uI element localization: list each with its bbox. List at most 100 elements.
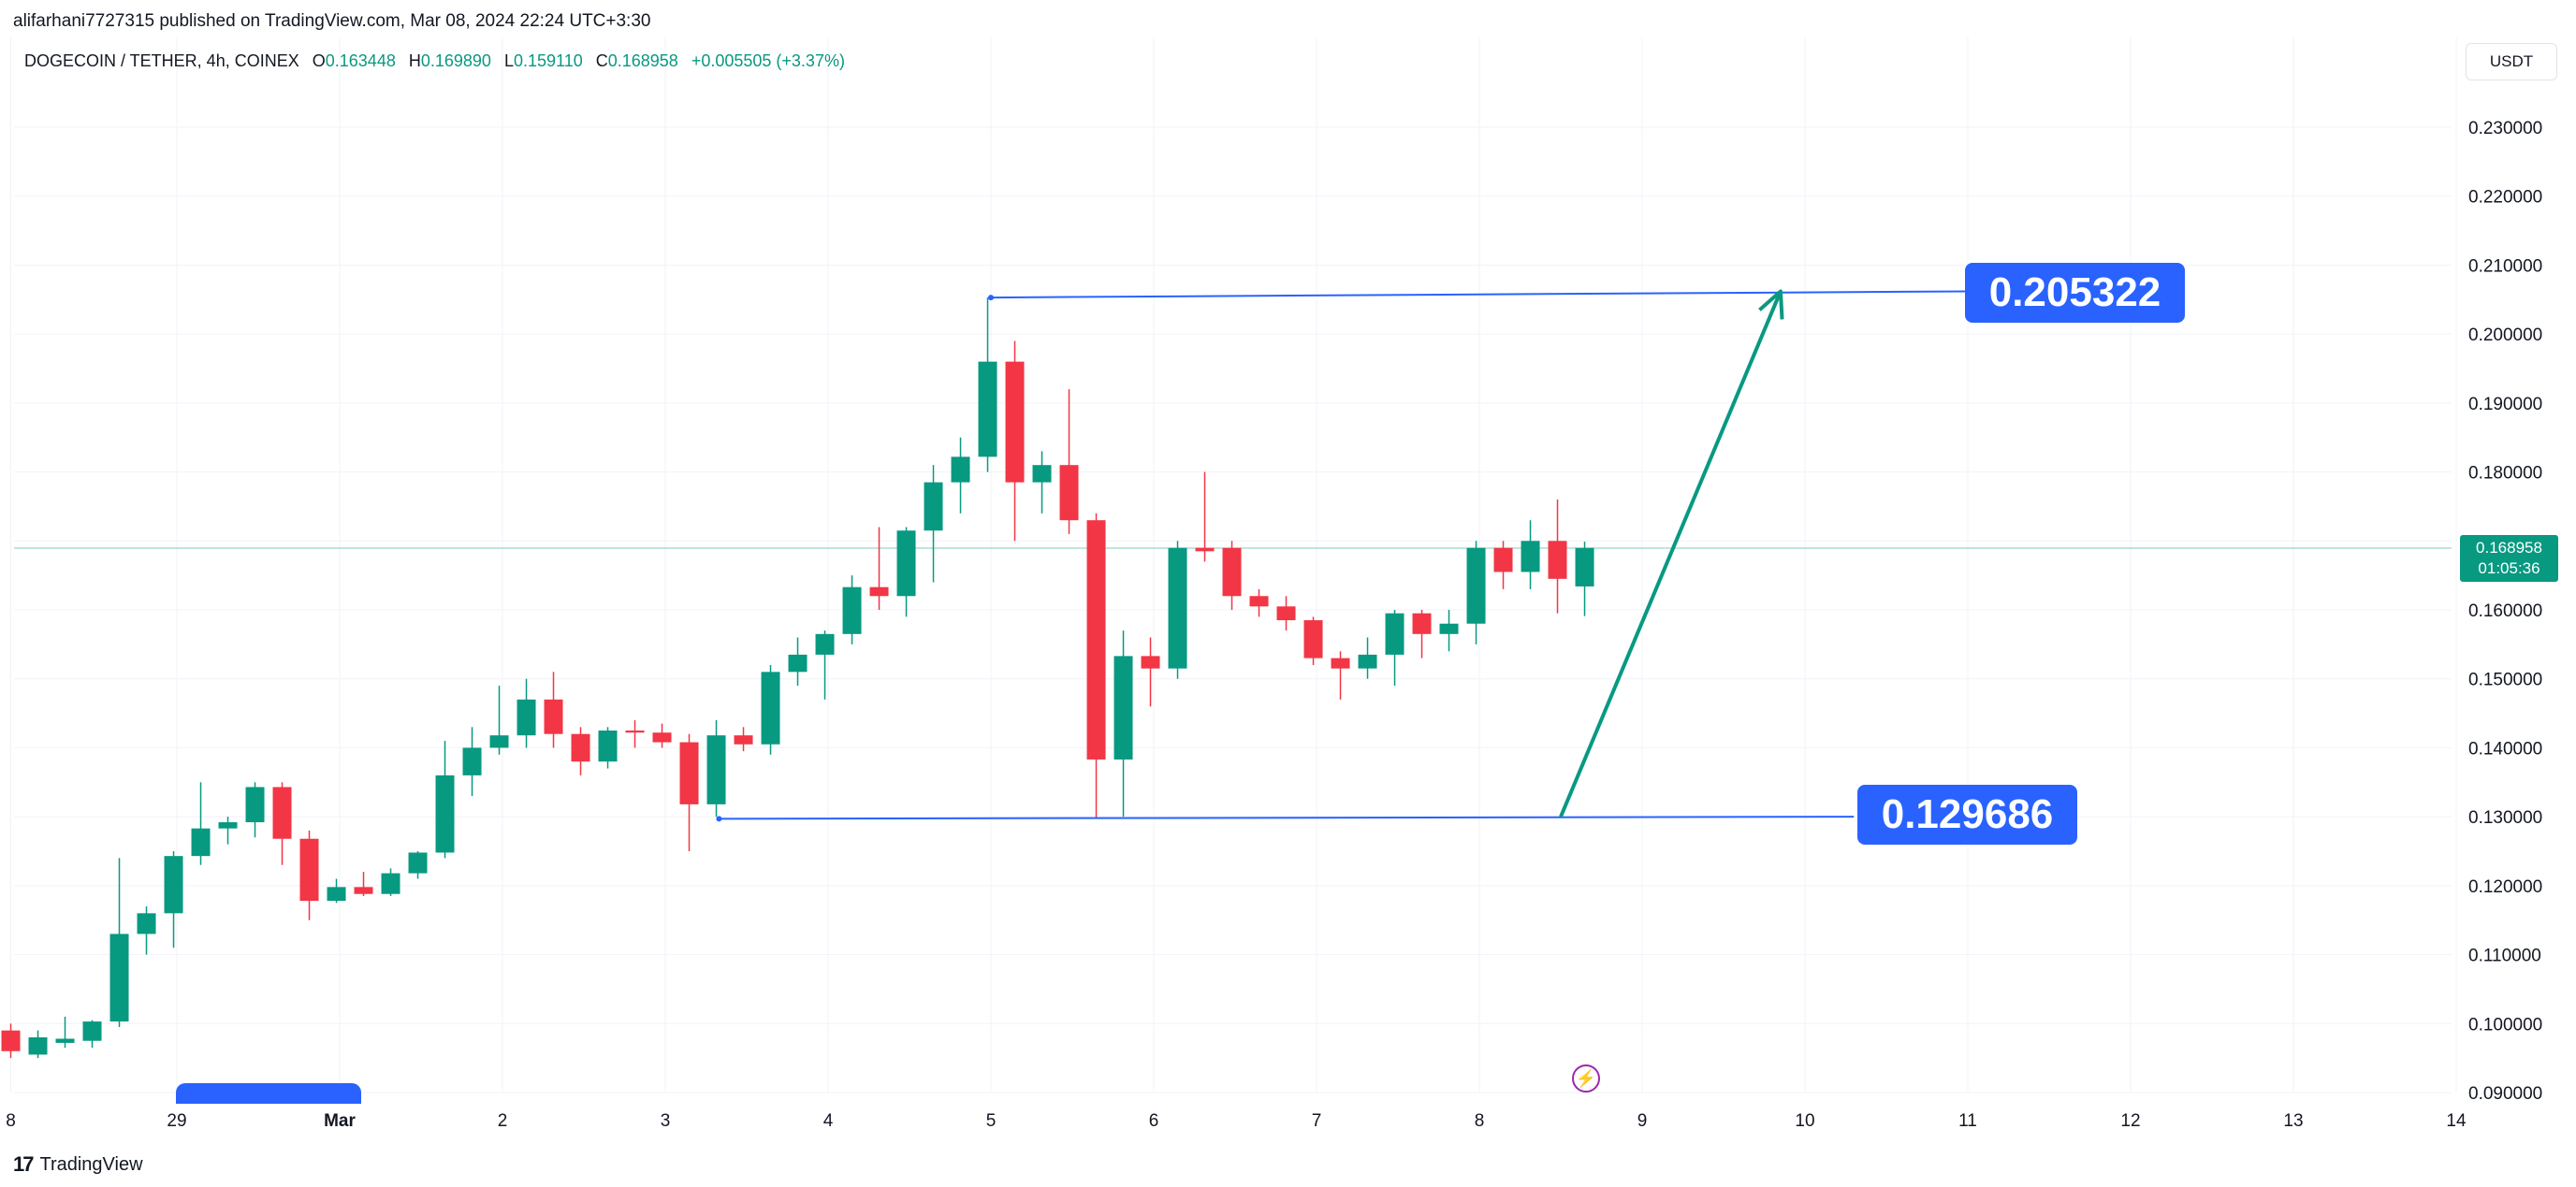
- symbol-name[interactable]: DOGECOIN / TETHER, 4h, COINEX: [24, 51, 299, 70]
- candle: [82, 1020, 102, 1049]
- candle-body: [381, 873, 400, 894]
- candle-body: [1195, 547, 1215, 552]
- time-tick-label: 3: [661, 1111, 671, 1131]
- candle-body: [354, 887, 373, 894]
- candle: [1331, 651, 1350, 700]
- ohlc-close: 0.168958: [607, 51, 678, 70]
- candle: [1493, 541, 1513, 589]
- tradingview-mark-icon: 17: [13, 1152, 35, 1176]
- candle: [109, 858, 129, 1027]
- ohlc-open-key: O: [312, 51, 326, 70]
- candle-body: [1521, 541, 1540, 572]
- candle: [1086, 513, 1106, 819]
- candle-body: [218, 822, 238, 829]
- candle-body: [435, 774, 455, 853]
- candle: [951, 437, 970, 514]
- candle: [1276, 596, 1296, 631]
- last-price-value: 0.168958: [2476, 539, 2542, 557]
- target-low-label[interactable]: 0.129686: [1857, 785, 2077, 845]
- candle-body: [679, 742, 699, 804]
- time-tick-label: Mar: [324, 1111, 356, 1131]
- candle: [164, 851, 183, 948]
- candle-body: [1276, 606, 1296, 621]
- currency-button[interactable]: USDT: [2466, 43, 2557, 80]
- ohlc-close-key: C: [595, 51, 608, 70]
- candle: [299, 830, 319, 920]
- price-tick-label: 0.100000: [2468, 1015, 2542, 1035]
- candle: [1195, 471, 1215, 562]
- candle: [1222, 541, 1242, 610]
- tradingview-brand: TradingView: [39, 1153, 143, 1175]
- candle: [1575, 542, 1594, 616]
- candle-body: [1005, 361, 1025, 483]
- candle-body: [1086, 520, 1106, 760]
- candlestick-series: [1, 297, 1594, 1059]
- tradingview-logo[interactable]: 17 TradingView: [13, 1152, 143, 1177]
- candle-body: [706, 735, 726, 804]
- candle: [245, 782, 265, 838]
- candle: [1249, 588, 1269, 617]
- candle-body: [137, 913, 156, 934]
- candle-body: [951, 456, 970, 483]
- candle-body: [571, 733, 590, 762]
- candle: [679, 733, 699, 851]
- candle-body: [1548, 541, 1567, 579]
- candle-body: [896, 530, 916, 597]
- time-tick-label: 10: [1795, 1111, 1814, 1131]
- candle-body: [489, 735, 509, 748]
- candle: [625, 719, 645, 748]
- candle-body: [327, 887, 346, 902]
- time-tick-label: 9: [1637, 1111, 1648, 1131]
- candle-body: [652, 732, 672, 743]
- candle-body: [1303, 620, 1323, 659]
- candle: [788, 637, 808, 687]
- candle: [517, 678, 536, 748]
- candle: [652, 723, 672, 748]
- ohlc-high: 0.169890: [420, 51, 491, 70]
- drawing-label-stub[interactable]: [176, 1083, 361, 1104]
- candle: [978, 297, 997, 472]
- candle: [571, 727, 590, 775]
- price-axis: 0.230000 0.220000 0.210000 0.200000 0.190000…: [2468, 119, 2542, 1104]
- price-change: +0.005505 (+3.37%): [691, 51, 845, 70]
- candle-body: [734, 735, 753, 745]
- candle-body: [1032, 465, 1052, 483]
- price-tick-label: 0.180000: [2468, 464, 2542, 484]
- candle: [327, 878, 346, 904]
- arrow-head: [1758, 289, 1784, 320]
- candle: [489, 686, 509, 755]
- time-tick-label: 5: [986, 1111, 997, 1131]
- candle: [218, 817, 238, 845]
- candle-body: [462, 747, 482, 775]
- candle: [1385, 610, 1404, 687]
- candle-body: [272, 787, 292, 839]
- time-tick-label: 7: [1312, 1111, 1322, 1131]
- candle: [1439, 610, 1459, 652]
- candle: [1059, 389, 1079, 534]
- price-tick-label: 0.150000: [2468, 671, 2542, 690]
- ohlc-open: 0.163448: [325, 51, 396, 70]
- candle: [1466, 541, 1486, 644]
- time-axis: 8 29 Mar 2 3 4 5 6 7 8 9 10 11 12 13 14: [6, 1111, 2467, 1131]
- candle: [544, 672, 563, 748]
- candle-body: [245, 787, 265, 823]
- price-tick-label: 0.160000: [2468, 601, 2542, 621]
- candle: [55, 1016, 75, 1049]
- candle-body: [1466, 547, 1486, 624]
- symbol-legend: DOGECOIN / TETHER, 4h, COINEX O0.163448 …: [24, 51, 853, 71]
- time-tick-label: 8: [6, 1111, 16, 1131]
- target-high-label[interactable]: 0.205322: [1965, 263, 2185, 323]
- candle-body: [82, 1021, 102, 1041]
- lightning-icon[interactable]: ⚡: [1572, 1064, 1600, 1093]
- candle: [924, 465, 943, 583]
- candle: [272, 782, 292, 865]
- candle: [869, 527, 889, 610]
- candle: [462, 727, 482, 797]
- candle-body: [788, 654, 808, 673]
- candle: [408, 851, 428, 879]
- bar-countdown: 01:05:36: [2478, 559, 2540, 577]
- price-tick-label: 0.130000: [2468, 808, 2542, 828]
- time-tick-label: 8: [1475, 1111, 1485, 1131]
- time-tick-label: 13: [2283, 1111, 2303, 1131]
